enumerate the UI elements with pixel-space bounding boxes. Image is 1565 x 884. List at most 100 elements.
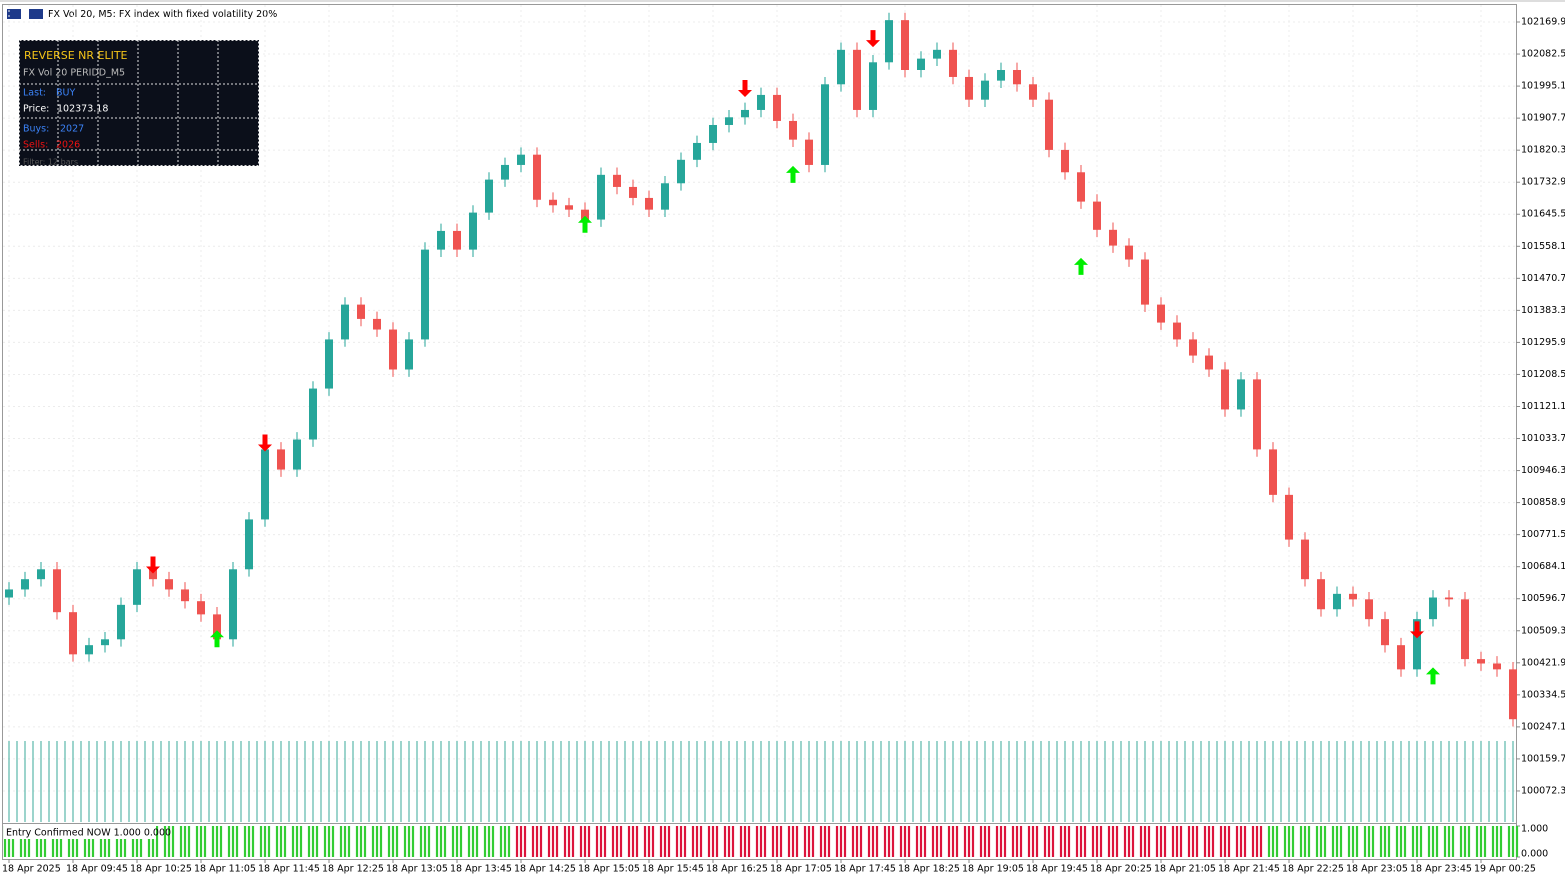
candle-body (1173, 322, 1181, 340)
candle-body (1477, 659, 1485, 664)
y-tick-label: 101121.10 (1521, 401, 1565, 412)
panel-title: REVERSE NR ELITE (24, 49, 128, 62)
candle-body (757, 94, 765, 110)
candle-body (517, 154, 525, 165)
candle-body (117, 604, 125, 640)
candle-body (133, 569, 141, 605)
candle-body (1493, 663, 1501, 670)
candle-body (1157, 304, 1165, 323)
candle-body (981, 80, 989, 100)
chart-icon[interactable] (29, 9, 43, 19)
x-tick-label: 18 Apr 11:05 (194, 864, 256, 875)
price-value: 102373.18 (57, 104, 108, 115)
candle-body (725, 117, 733, 125)
candle-body (1445, 597, 1453, 600)
candle-body (1461, 599, 1469, 660)
indicator-label: Entry Confirmed NOW 1.000 0.000 (6, 828, 171, 839)
candle-body (805, 139, 813, 165)
y-tick-label: 100247.10 (1521, 721, 1565, 732)
candle-body (597, 174, 605, 220)
x-tick-label: 18 Apr 20:25 (1090, 864, 1152, 875)
x-tick-label: 18 Apr 21:45 (1218, 864, 1280, 875)
x-tick-label: 18 Apr 17:45 (834, 864, 896, 875)
y-tick-label: 100334.50 (1521, 689, 1565, 700)
buy-arrow (786, 165, 800, 183)
candle-body (1349, 593, 1357, 600)
x-tick-label: 18 Apr 13:45 (450, 864, 512, 875)
candle-body (357, 304, 365, 319)
y-tick-label: 100946.30 (1521, 465, 1565, 476)
y-tick-label: 0.000 (1521, 849, 1548, 860)
candle-body (1029, 84, 1037, 100)
x-tick-label: 18 Apr 19:05 (962, 864, 1024, 875)
candle-body (501, 164, 509, 180)
candle-body (853, 49, 861, 110)
panel-subtitle: FX Vol 20 PERIDD_M5 (23, 68, 125, 79)
candle-body (181, 589, 189, 602)
candle-body (629, 186, 637, 198)
buys-label: Buys: (23, 124, 49, 135)
candle-body (309, 388, 317, 440)
candle-body (1013, 69, 1021, 85)
candle-body (389, 329, 397, 370)
candle-body (1285, 494, 1293, 540)
y-tick-label: 102169.90 (1521, 17, 1565, 28)
x-tick-label: 18 Apr 15:45 (642, 864, 704, 875)
x-tick-label: 18 Apr 12:25 (322, 864, 384, 875)
candle-body (245, 519, 253, 570)
candle-body (773, 94, 781, 121)
y-tick-label: 101470.70 (1521, 273, 1565, 284)
x-tick-label: 18 Apr 11:45 (258, 864, 320, 875)
candle-body (837, 49, 845, 85)
candle-body (885, 20, 893, 63)
candle-body (1397, 645, 1405, 670)
candle-body (1413, 619, 1421, 670)
y-tick-label: 101208.50 (1521, 369, 1565, 380)
last-value: BUY (56, 88, 75, 99)
candle-body (341, 304, 349, 340)
y-tick-label: 100159.70 (1521, 753, 1565, 764)
y-tick-label: 100596.70 (1521, 593, 1565, 604)
candle-body (1253, 379, 1261, 450)
candle-body (37, 569, 45, 580)
sells-label: Sells: (23, 140, 48, 151)
candle-body (1045, 99, 1053, 150)
candle-body (85, 645, 93, 655)
x-tick-label: 18 Apr 09:45 (66, 864, 128, 875)
candle-body (277, 449, 285, 470)
candle-body (1125, 245, 1133, 260)
candle-body (1301, 539, 1309, 580)
buy-arrow (210, 630, 224, 648)
candle-body (709, 124, 717, 143)
sell-arrow (738, 79, 752, 97)
candle-body (933, 49, 941, 59)
candle-body (1381, 619, 1389, 646)
sell-arrow (1410, 621, 1424, 639)
candle-body (421, 249, 429, 340)
panel-filter: Filter: 12 bars (23, 158, 78, 167)
candle-body (1429, 597, 1437, 620)
candle-body (533, 154, 541, 200)
candle-body (485, 179, 493, 213)
candle-body (661, 183, 669, 210)
candle-body (677, 159, 685, 184)
candle-body (1221, 369, 1229, 410)
candle-body (165, 579, 173, 590)
candle-body (1061, 149, 1069, 173)
indicator-label-bg (4, 826, 156, 839)
candle-body (373, 318, 381, 330)
candle-body (1205, 355, 1213, 370)
sell-arrow (258, 434, 272, 452)
x-tick-label: 18 Apr 22:25 (1282, 864, 1344, 875)
buy-arrow (1074, 257, 1088, 275)
candle-body (1189, 339, 1197, 356)
candle-body (453, 230, 461, 250)
candle-body (789, 120, 797, 140)
price-label: Price: (23, 104, 49, 115)
y-tick-label: 100858.90 (1521, 497, 1565, 508)
candle-body (901, 20, 909, 70)
candle-body (1109, 229, 1117, 246)
y-tick-label: 100421.90 (1521, 657, 1565, 668)
menu-icon[interactable] (7, 9, 21, 19)
